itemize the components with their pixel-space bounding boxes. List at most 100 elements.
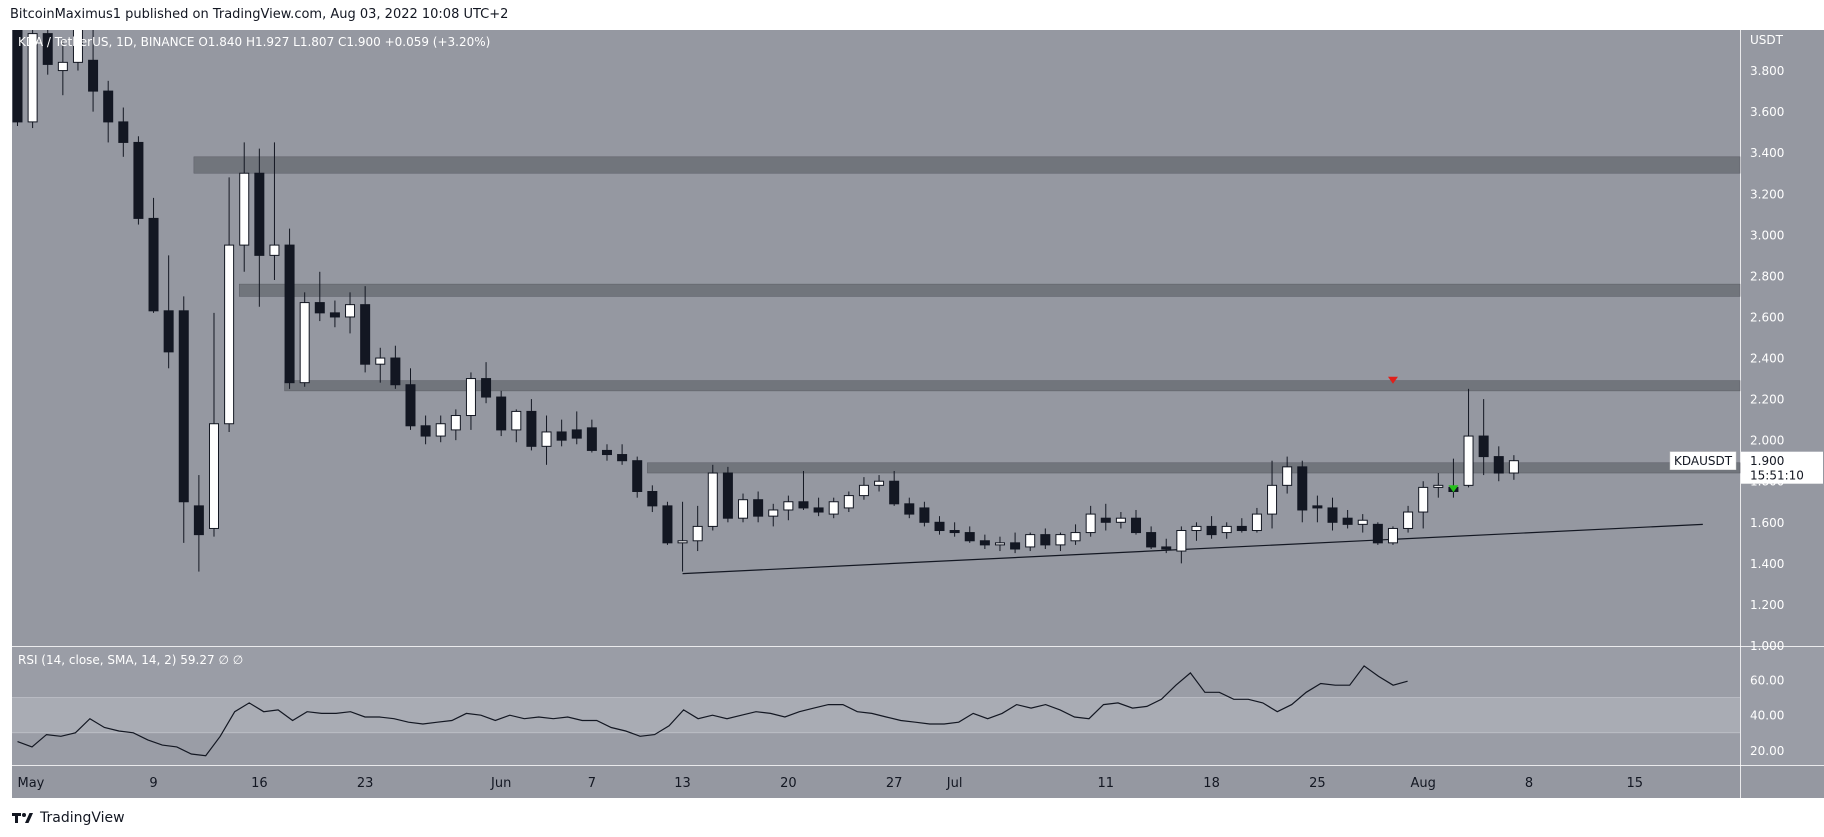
last-price-text: 1.900 bbox=[1750, 454, 1784, 468]
candle bbox=[1100, 503, 1111, 531]
high-value: 1.927 bbox=[255, 35, 293, 49]
candle bbox=[118, 107, 129, 157]
rsi-axis-tick: 60.00 bbox=[1750, 673, 1784, 687]
candle bbox=[586, 419, 597, 453]
candle-body bbox=[1418, 486, 1429, 513]
candle-body bbox=[1282, 466, 1293, 486]
price-axis-tick: 1.000 bbox=[1750, 639, 1784, 653]
candle bbox=[1146, 526, 1157, 549]
candle-body bbox=[964, 532, 975, 542]
candle bbox=[1433, 473, 1444, 498]
candle-body bbox=[1040, 534, 1051, 546]
close-label: C bbox=[338, 35, 346, 49]
tradingview-logo-icon bbox=[12, 813, 33, 823]
candle bbox=[889, 470, 900, 506]
candle-body bbox=[662, 505, 673, 544]
price-axis-tick: 2.000 bbox=[1750, 434, 1784, 448]
candle bbox=[601, 444, 612, 461]
price-axis-tick: 1.200 bbox=[1750, 598, 1784, 612]
candle bbox=[254, 148, 265, 307]
candle-body bbox=[299, 302, 310, 384]
candle-body bbox=[1267, 484, 1278, 515]
candle-body bbox=[541, 431, 552, 447]
candle bbox=[420, 415, 431, 445]
candle bbox=[858, 477, 869, 500]
date-axis-tick: 23 bbox=[357, 776, 374, 791]
price-axis-tick: 2.600 bbox=[1750, 310, 1784, 324]
candle-body bbox=[1478, 435, 1489, 458]
candle-body bbox=[193, 505, 204, 536]
candle bbox=[1342, 509, 1353, 529]
candle-body bbox=[360, 304, 371, 365]
candle bbox=[1040, 528, 1051, 549]
date-axis-tick: 18 bbox=[1203, 776, 1220, 791]
rsi-legend-extra: ∅ ∅ bbox=[218, 653, 243, 667]
candle-body bbox=[601, 449, 612, 456]
candle bbox=[541, 415, 552, 465]
candle bbox=[1312, 495, 1323, 523]
candle-body bbox=[1206, 525, 1217, 536]
candle bbox=[1085, 505, 1096, 537]
candle bbox=[632, 456, 643, 498]
candle-body bbox=[1403, 511, 1414, 529]
candle-body bbox=[1010, 542, 1021, 550]
candle bbox=[768, 503, 779, 527]
candle bbox=[193, 475, 204, 572]
candle bbox=[163, 255, 174, 369]
candle-body bbox=[647, 491, 658, 507]
candle-body bbox=[1161, 546, 1172, 550]
candle bbox=[874, 475, 885, 492]
date-axis-tick: 27 bbox=[886, 776, 903, 791]
open-value: 1.840 bbox=[208, 35, 246, 49]
candle-body bbox=[889, 480, 900, 505]
candle-body bbox=[571, 429, 582, 439]
ascending-support-line bbox=[682, 523, 1703, 575]
candle bbox=[435, 415, 446, 443]
price-axis-tick: 3.200 bbox=[1750, 187, 1784, 201]
candle bbox=[617, 444, 628, 465]
candle-body bbox=[496, 396, 507, 431]
candle-body bbox=[435, 423, 446, 437]
candle-body bbox=[133, 141, 144, 219]
candle bbox=[1357, 514, 1368, 533]
horizontal-zone bbox=[193, 156, 1741, 174]
candle bbox=[994, 536, 1005, 552]
candle-body bbox=[1221, 525, 1232, 534]
candle-body bbox=[858, 484, 869, 497]
candle bbox=[329, 300, 340, 328]
candle bbox=[556, 419, 567, 447]
date-axis-tick: 16 bbox=[251, 776, 268, 791]
candle-body bbox=[72, 30, 83, 63]
candle bbox=[178, 296, 189, 543]
date-axis-tick: 20 bbox=[780, 776, 797, 791]
candle bbox=[753, 491, 764, 523]
chart-frame[interactable]: USDT1.0001.2001.4001.6001.8002.0002.2002… bbox=[12, 30, 1824, 798]
candle bbox=[496, 390, 507, 437]
candle bbox=[526, 399, 537, 451]
candle-body bbox=[88, 59, 99, 92]
candle bbox=[571, 411, 582, 445]
candle bbox=[1221, 522, 1232, 539]
low-value: 1.807 bbox=[300, 35, 338, 49]
candle-body bbox=[949, 530, 960, 534]
price-axis-tick: 2.200 bbox=[1750, 393, 1784, 407]
rsi-legend-value: 59.27 bbox=[180, 653, 218, 667]
candle-body bbox=[239, 172, 250, 246]
candle bbox=[12, 30, 23, 127]
kda-usdt-chart[interactable]: USDT1.0001.2001.4001.6001.8002.0002.2002… bbox=[12, 30, 1824, 798]
candle-body bbox=[1372, 523, 1383, 544]
candle bbox=[57, 39, 68, 96]
candle bbox=[964, 526, 975, 543]
candle bbox=[360, 286, 371, 373]
bearish-top-marker-icon bbox=[1387, 376, 1398, 384]
candle-body bbox=[1055, 534, 1066, 546]
candle-body bbox=[1070, 532, 1081, 542]
low-label: L bbox=[293, 35, 300, 49]
candle bbox=[481, 362, 492, 404]
candle-body bbox=[753, 499, 764, 517]
candle-body bbox=[994, 542, 1005, 546]
candle bbox=[224, 177, 235, 432]
candle-body bbox=[1508, 460, 1519, 474]
candle bbox=[904, 497, 915, 519]
tradingview-footer: TradingView bbox=[12, 802, 125, 834]
